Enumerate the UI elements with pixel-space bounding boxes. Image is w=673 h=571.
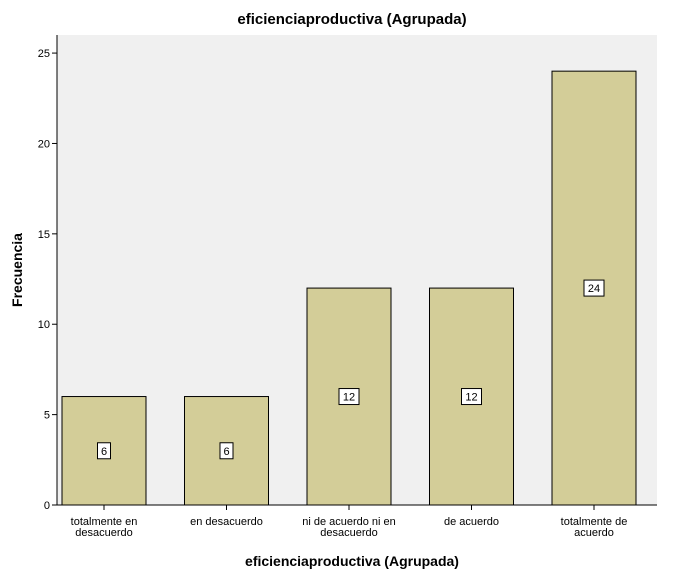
x-tick-label: totalmente de acuerdo	[561, 516, 628, 539]
x-tick-label: de acuerdo	[444, 516, 499, 528]
data-label-box	[583, 279, 605, 297]
y-axis-title: Frecuencia	[9, 233, 25, 307]
data-label: 6	[223, 446, 229, 458]
data-label-box	[338, 388, 360, 406]
data-labels-group: 6 6 12 12 24	[97, 279, 605, 460]
y-tick-label: 20	[38, 138, 50, 150]
y-tick-label: 5	[44, 410, 50, 422]
data-label: 12	[343, 392, 355, 404]
data-label-box	[97, 442, 111, 460]
data-label-box	[461, 388, 482, 406]
x-tick-label: en desacuerdo	[190, 516, 263, 528]
x-axis-title: eficienciaproductiva (Agrupada)	[245, 553, 459, 569]
data-label-box	[219, 442, 234, 460]
x-tick-label: ni de acuerdo ni en desacuerdo	[302, 516, 396, 539]
data-label: 24	[588, 283, 600, 295]
data-label: 6	[101, 446, 107, 458]
data-label: 12	[465, 392, 477, 404]
y-tick-label: 25	[38, 48, 50, 60]
y-tick-label: 0	[44, 500, 50, 512]
y-tick-label: 10	[38, 319, 50, 331]
y-tick-label: 15	[38, 229, 50, 241]
chart-title: eficienciaproductiva (Agrupada)	[237, 11, 466, 28]
x-tick-label: totalmente en desacuerdo	[71, 516, 138, 539]
axes-group: totalmente en desacuerdo en desacuerdo ni d…	[38, 35, 657, 539]
